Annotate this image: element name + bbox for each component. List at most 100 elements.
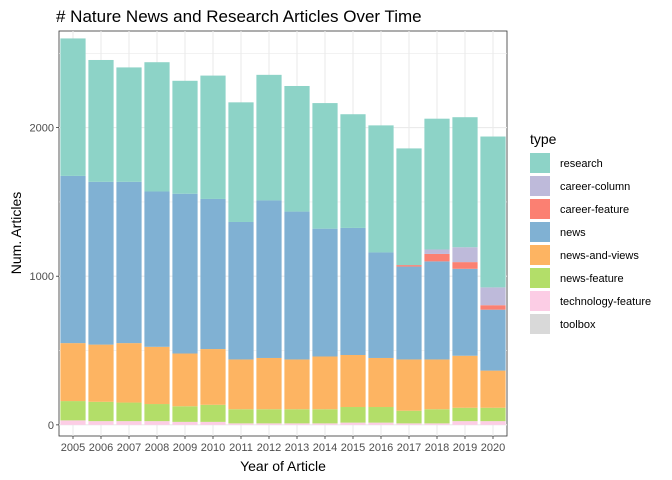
bar-technology-feature-2006 — [88, 421, 114, 425]
bar-news-and-views-2008 — [144, 346, 170, 405]
bar-news-feature-2010 — [200, 404, 226, 422]
x-tick-label: 2020 — [481, 442, 505, 454]
bar-news-2006 — [88, 181, 114, 345]
bar-research-2017 — [396, 148, 422, 266]
bar-research-2019 — [452, 117, 478, 248]
bar-research-2010 — [200, 75, 226, 199]
x-tick-label: 2018 — [425, 442, 449, 454]
bar-news-and-views-2020 — [480, 370, 506, 408]
bar-news-feature-2006 — [88, 401, 114, 422]
x-tick-label: 2019 — [453, 442, 477, 454]
bar-news-2005 — [60, 175, 86, 344]
bar-research-2020 — [480, 136, 506, 288]
bars — [60, 38, 506, 425]
bar-news-and-views-2010 — [200, 349, 226, 405]
bar-technology-feature-2013 — [284, 423, 310, 425]
bar-technology-feature-2015 — [340, 422, 366, 425]
bar-news-2007 — [116, 181, 142, 344]
bar-career-column-2020 — [480, 287, 506, 306]
bar-news-and-views-2017 — [396, 359, 422, 411]
bar-news-and-views-2013 — [284, 359, 310, 410]
legend-label-research: research — [560, 158, 603, 170]
x-tick-label: 2009 — [173, 442, 197, 454]
bar-news-feature-2005 — [60, 401, 86, 421]
bar-news-feature-2008 — [144, 404, 170, 422]
chart-title: # Nature News and Research Articles Over… — [56, 7, 422, 26]
bar-news-feature-2018 — [424, 409, 450, 424]
legend-title: type — [530, 131, 557, 147]
x-axis-title: Year of Article — [240, 458, 326, 474]
y-tick-label: 1000 — [30, 271, 54, 283]
legend-label-toolbox: toolbox — [560, 319, 596, 331]
bar-technology-feature-2017 — [396, 423, 422, 425]
bar-career-column-2019 — [452, 247, 478, 263]
x-tick-label: 2011 — [229, 442, 253, 454]
x-tick-label: 2016 — [369, 442, 393, 454]
bar-news-feature-2019 — [452, 407, 478, 422]
bar-news-2020 — [480, 309, 506, 371]
legend-label-career-feature: career-feature — [560, 204, 629, 216]
x-tick-label: 2012 — [257, 442, 281, 454]
bar-career-feature-2019 — [452, 262, 478, 269]
bar-news-and-views-2015 — [340, 355, 366, 408]
bar-news-2009 — [172, 193, 198, 354]
legend-label-news: news — [560, 227, 586, 239]
x-tick-label: 2010 — [201, 442, 225, 454]
bar-technology-feature-2014 — [312, 423, 338, 425]
bar-career-feature-2020 — [480, 305, 506, 310]
legend-key-news-and-views — [530, 245, 550, 265]
bar-research-2007 — [116, 67, 142, 182]
bar-news-2017 — [396, 266, 422, 360]
bar-career-column-2018 — [424, 249, 450, 254]
x-tick-label: 2017 — [397, 442, 421, 454]
bar-news-2008 — [144, 191, 170, 347]
bar-news-and-views-2007 — [116, 343, 142, 403]
legend-key-research — [530, 153, 550, 173]
x-tick-label: 2005 — [61, 442, 85, 454]
legend-key-career-column — [530, 176, 550, 196]
bar-news-and-views-2018 — [424, 359, 450, 410]
bar-technology-feature-2018 — [424, 423, 450, 425]
x-tick-label: 2008 — [145, 442, 169, 454]
bar-news-and-views-2012 — [256, 357, 282, 410]
bar-news-feature-2007 — [116, 402, 142, 422]
bar-research-2012 — [256, 74, 282, 201]
bar-news-and-views-2016 — [368, 357, 394, 408]
bar-news-feature-2013 — [284, 409, 310, 424]
bar-news-and-views-2005 — [60, 343, 86, 402]
bar-technology-feature-2010 — [200, 421, 226, 425]
bar-technology-feature-2012 — [256, 423, 282, 425]
legend: type research career-column career-feature… — [530, 131, 651, 334]
bar-news-feature-2017 — [396, 410, 422, 424]
bar-technology-feature-2016 — [368, 422, 394, 425]
x-axis-ticks: 2005 2006 2007 2008 2009 2010 2011 2012 2013 2014… — [61, 436, 505, 454]
y-axis-title: Num. Articles — [8, 192, 24, 274]
bar-news-2011 — [228, 221, 254, 360]
bar-news-2010 — [200, 198, 226, 350]
legend-key-news-feature — [530, 268, 550, 288]
bar-news-feature-2014 — [312, 409, 338, 424]
bar-technology-feature-2009 — [172, 421, 198, 425]
bar-news-and-views-2011 — [228, 359, 254, 410]
bar-research-2015 — [340, 114, 366, 228]
bar-news-and-views-2019 — [452, 355, 478, 408]
x-tick-label: 2015 — [341, 442, 365, 454]
legend-key-career-feature — [530, 199, 550, 219]
bar-research-2005 — [60, 38, 86, 176]
bar-news-and-views-2014 — [312, 356, 338, 410]
y-axis-ticks: 0 1000 2000 — [30, 123, 59, 432]
bar-news-feature-2015 — [340, 407, 366, 423]
legend-label-news-and-views: news-and-views — [560, 250, 639, 262]
x-tick-label: 2014 — [313, 442, 337, 454]
bar-news-2014 — [312, 228, 338, 357]
bar-technology-feature-2008 — [144, 421, 170, 425]
plot-area — [58, 30, 508, 437]
bar-news-and-views-2006 — [88, 344, 114, 402]
bar-news-2012 — [256, 200, 282, 358]
bar-research-2006 — [88, 59, 114, 182]
x-tick-label: 2006 — [89, 442, 113, 454]
y-tick-label: 2000 — [30, 123, 54, 135]
bar-research-2009 — [172, 80, 198, 194]
legend-key-technology-feature — [530, 291, 550, 311]
